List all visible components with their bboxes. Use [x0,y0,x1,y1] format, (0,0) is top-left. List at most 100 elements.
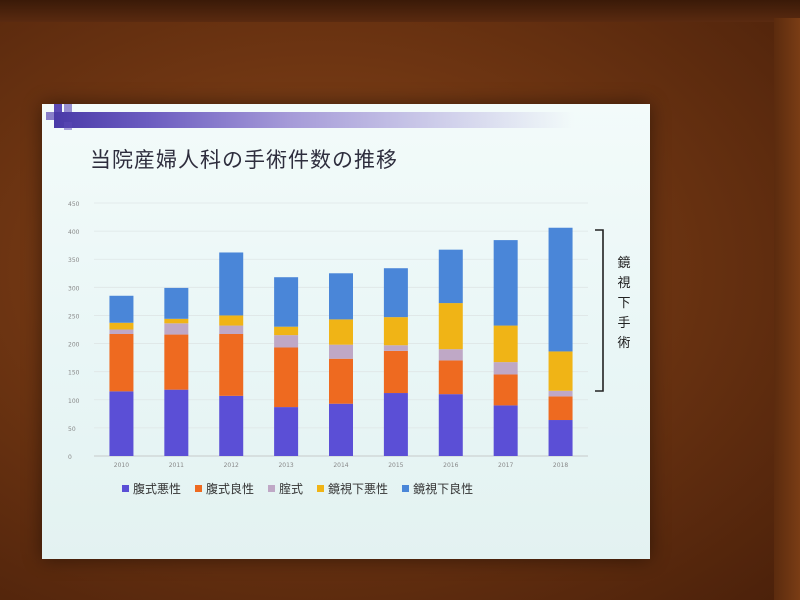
bar-segment [548,227,573,352]
bar-segment [329,319,353,345]
banner-decoration [64,104,72,112]
bar-segment [438,303,463,350]
bar-segment [329,358,353,404]
legend-swatch [268,485,276,492]
y-tick-label: 200 [68,342,80,349]
bar-segment [219,315,244,326]
bar-segment [219,333,244,396]
bar-segment [164,334,189,390]
bar-segment [164,318,189,324]
legend-label: 腟式 [279,482,304,496]
bar-segment [548,390,573,397]
x-tick-label: 2018 [553,462,568,469]
bar-segment [383,350,408,394]
slide-title: 当院産婦人科の手術件数の推移 [90,148,398,172]
bar-segment [438,394,463,456]
bar-segment [493,362,518,375]
bar-segment [109,295,134,323]
x-tick-label: 2017 [498,462,513,469]
bar-segment [274,347,299,408]
legend-item: 腟式 [268,480,303,497]
bar-segment [274,407,299,456]
legend-item: 腹式良性 [195,480,254,497]
y-tick-label: 450 [68,201,80,208]
bar-segment [329,273,353,320]
y-tick-label: 150 [68,370,80,377]
bar-segment [493,240,518,326]
bar-segment [493,325,518,363]
bar-segment [383,317,408,346]
bar-segment [493,374,518,406]
x-tick-label: 2016 [443,462,458,469]
bar-segment [329,403,353,456]
stacked-bar-chart: 0 50 100 150 200 250 300 350 400 450 2010 2011 2012… [68,201,604,469]
bar-segment [383,345,408,351]
slide: 当院産婦人科の手術件数の推移 0 50 100 150 200 250 300 350 400 4… [42,104,650,559]
legend-item: 鏡視下良性 [402,480,473,497]
y-tick-label: 250 [68,313,80,320]
bar-segment [164,287,189,319]
side-panel [774,18,800,600]
x-tick-label: 2011 [169,462,184,469]
legend-item: 鏡視下悪性 [317,480,388,497]
legend-item: 腹式悪性 [122,480,181,497]
bracket-char: 手 [617,316,631,331]
legend-swatch [122,485,129,492]
bar-segment [219,395,244,456]
legend-swatch [317,485,325,492]
x-tick-labels: 2010 2011 2012 2013 2014 2015 2016 2017 2018 [114,462,569,469]
bar-segment [274,277,299,327]
y-tick-label: 50 [68,426,76,433]
banner-decoration [54,104,62,112]
legend-swatch [195,485,203,492]
bracket-char: 術 [617,336,631,351]
bar-segment [548,396,573,421]
bar-segment [274,326,299,336]
bar-segment [493,405,518,456]
bar-segment [109,329,134,334]
bars [109,227,573,456]
x-tick-label: 2015 [388,462,403,469]
bar-segment [438,349,463,361]
legend: 腹式悪性 腹式良性 腟式 鏡視下悪性 鏡視下良性 [122,480,592,497]
y-tick-label: 0 [68,454,72,461]
bracket-char: 視 [617,276,631,291]
bar-segment [438,249,463,304]
y-tick-label: 300 [68,285,80,292]
bar-segment [164,323,189,335]
bar-segment [329,344,353,359]
bar-segment [109,322,134,330]
bar-segment [219,252,244,316]
bar-segment [274,335,299,348]
bracket-annotation: 鏡 視 下 手 術 [614,254,634,354]
bracket-char: 下 [617,296,631,311]
y-tick-labels: 0 50 100 150 200 250 300 350 400 450 [68,201,80,461]
legend-swatch [402,485,410,492]
legend-label: 腹式良性 [206,482,255,496]
y-tick-label: 100 [68,398,80,405]
x-tick-label: 2012 [224,462,239,469]
bar-segment [109,333,134,392]
x-tick-label: 2013 [278,462,293,469]
legend-label: 腹式悪性 [133,482,182,496]
bar-segment [548,351,573,391]
x-tick-label: 2010 [114,462,129,469]
legend-label: 鏡視下良性 [413,482,474,496]
legend-label: 鏡視下悪性 [328,482,389,496]
bar-segment [548,420,573,456]
banner-decoration [64,122,72,130]
bar-segment [164,389,189,456]
bar-segment [109,391,134,456]
banner-decoration [46,112,54,120]
bar-segment [438,360,463,395]
bar-segment [383,268,408,318]
x-tick-label: 2014 [333,462,348,469]
bar-segment [383,393,408,456]
wall-strip [0,0,800,22]
y-tick-label: 350 [68,257,80,264]
bracket [595,229,604,392]
y-tick-label: 400 [68,229,80,236]
bracket-char: 鏡 [617,256,631,271]
bar-segment [219,325,244,334]
title-banner [54,112,574,128]
